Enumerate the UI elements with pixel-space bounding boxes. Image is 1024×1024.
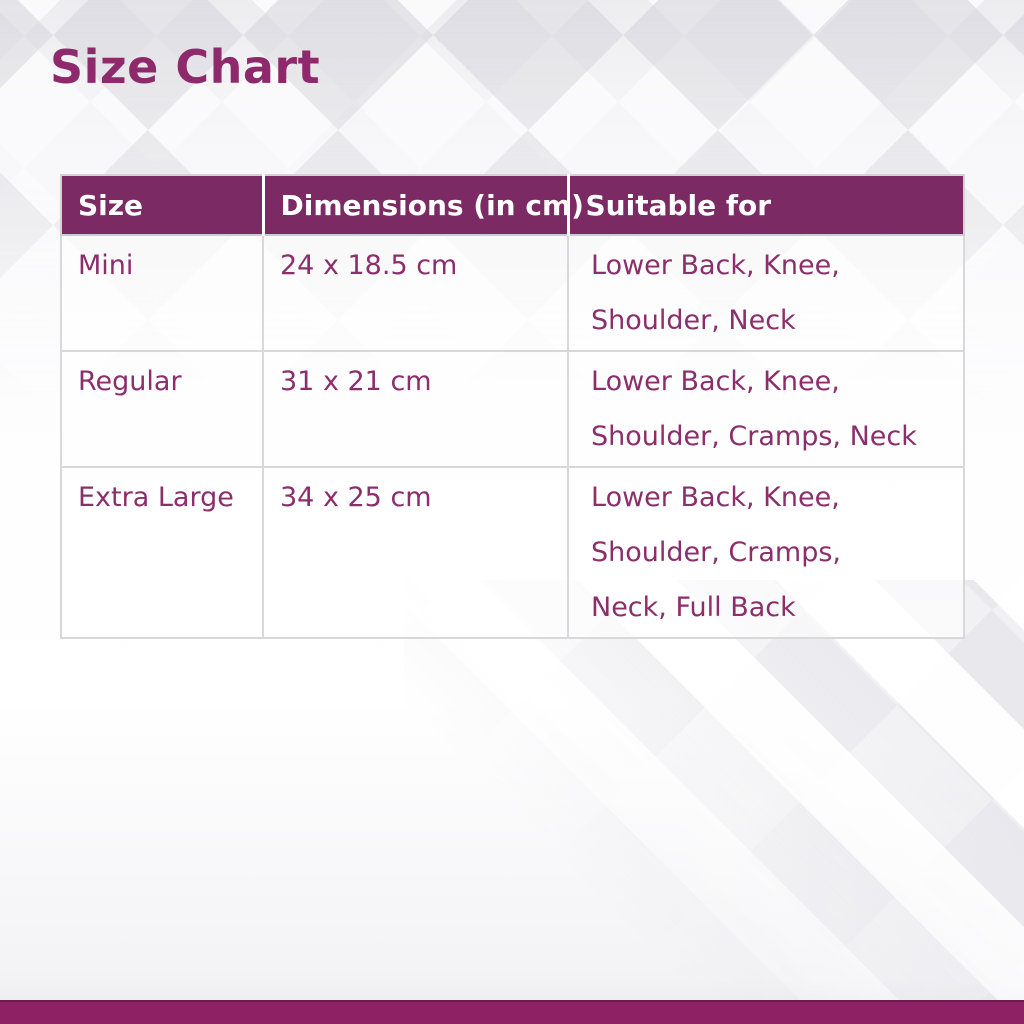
column-header-size: Size (60, 174, 264, 236)
table-row-regular: Regular 31 x 21 cm Lower Back, Knee, Sho… (60, 350, 965, 468)
dimensions-cell: 31 x 21 cm (262, 350, 569, 468)
size-chart-table: Size Dimensions (in cm) Suitable for Min… (60, 174, 965, 639)
column-header-dimensions: Dimensions (in cm) (261, 174, 584, 236)
suitable-for-cell: Lower Back, Knee, Shoulder, Neck (567, 234, 965, 352)
suitable-for-cell: Lower Back, Knee, Shoulder, Cramps, Neck (567, 350, 965, 468)
size-cell: Regular (60, 350, 264, 468)
size-cell: Mini (60, 234, 264, 352)
header-row: Size Dimensions (in cm) Suitable for (60, 174, 965, 236)
page-title: Size Chart (50, 40, 321, 94)
table-row-mini: Mini 24 x 18.5 cm Lower Back, Knee, Shou… (60, 234, 965, 352)
background-diamond-pattern-bottom (404, 580, 1024, 1000)
size-cell: Extra Large (60, 466, 264, 639)
suitable-for-cell: Lower Back, Knee, Shoulder, Cramps, Neck… (567, 466, 965, 639)
size-chart-table-container: Size Dimensions (in cm) Suitable for Min… (60, 174, 965, 639)
table-row-extra-large: Extra Large 34 x 25 cm Lower Back, Knee,… (60, 466, 965, 639)
dimensions-cell: 24 x 18.5 cm (262, 234, 569, 352)
footer-accent-bar (0, 1000, 1024, 1024)
dimensions-cell: 34 x 25 cm (262, 466, 569, 639)
column-header-suitable-for: Suitable for (566, 174, 965, 236)
